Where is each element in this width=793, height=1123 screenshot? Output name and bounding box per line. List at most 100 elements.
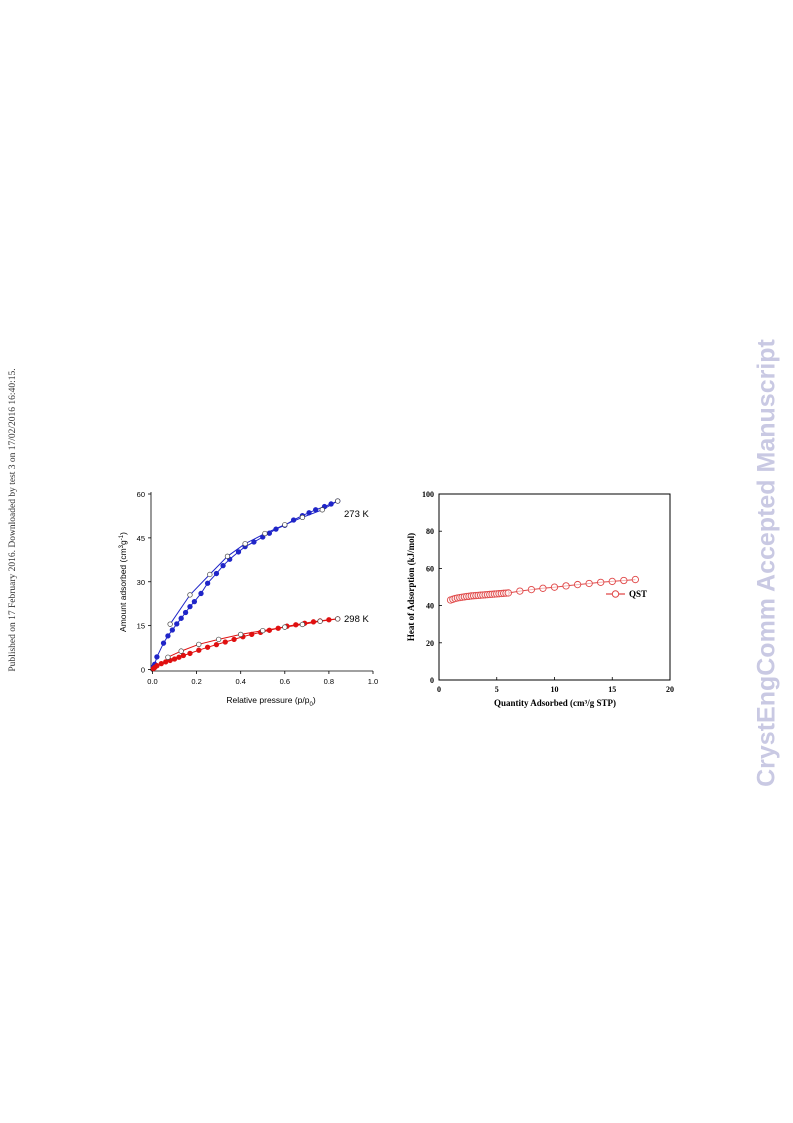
isotherm-data-point (215, 636, 222, 643)
heat-x-tick-label: 15 (608, 685, 616, 694)
heat-x-tick-label: 0 (437, 685, 441, 694)
isotherm-data-point (235, 549, 242, 555)
isotherm-y-axis-label: Amount adsorbed (cm3g-1) (118, 532, 128, 632)
isotherm-data-point (167, 621, 173, 627)
isotherm-data-point (282, 522, 288, 528)
isotherm-series-line (167, 618, 338, 658)
isotherm-data-point (282, 624, 288, 630)
isotherm-data-point (154, 654, 160, 660)
isotherm-series-298k-filled (150, 616, 341, 672)
isotherm-data-point (187, 603, 193, 610)
isotherm-data-point (178, 615, 184, 621)
heat-data-point (504, 589, 512, 597)
isotherm-x-tick-label: 1.0 (368, 677, 378, 686)
heat-of-adsorption-chart: 0 20 40 60 80 100 0 5 10 15 20 QST Quantity Adsor… (406, 490, 674, 708)
isotherm-data-point (335, 616, 341, 622)
isotherm-y-tick-label: 15 (137, 622, 145, 631)
heat-y-tick-label: 20 (426, 639, 434, 648)
isotherm-data-point (182, 609, 189, 616)
isotherm-data-point (207, 571, 213, 578)
heat-data-point (585, 579, 593, 588)
heat-y-tick-label: 60 (426, 564, 434, 573)
heat-y-tick-label: 0 (430, 676, 434, 685)
isotherm-data-point (299, 514, 306, 521)
isotherm-series-273k-filled (150, 498, 341, 670)
isotherm-x-tick-label: 0.8 (324, 677, 334, 686)
heat-y-tick-label: 100 (422, 490, 434, 499)
isotherm-data-point (174, 621, 180, 627)
isotherm-data-point (196, 647, 202, 653)
isotherm-annotation-298k: 298 K (344, 614, 369, 625)
isotherm-data-point (180, 652, 187, 659)
isotherm-data-point (165, 654, 171, 660)
isotherm-data-point (204, 580, 211, 586)
isotherm-x-axis-label: Relative pressure (p/p0) (226, 695, 316, 708)
isotherm-x-tick-label: 0.4 (235, 677, 245, 686)
isotherm-series-line (169, 500, 338, 625)
isotherm-data-point (222, 639, 228, 645)
isotherm-chart: 0 15 30 45 60 0.0 0.2 0.4 0.6 0.8 1.0 273 K 298 K… (118, 490, 378, 708)
isotherm-y-tick-label: 45 (137, 534, 145, 543)
isotherm-data-point (213, 641, 220, 648)
heat-x-tick-label: 10 (551, 685, 559, 694)
isotherm-series-273k-open (167, 498, 341, 627)
watermark-text: CrystEngComm Accepted Manuscript (752, 339, 781, 787)
heat-data-point (573, 580, 582, 589)
isotherm-data-point (260, 627, 266, 634)
isotherm-data-point (160, 640, 167, 646)
isotherm-data-point (176, 654, 182, 660)
heat-x-tick-label: 5 (495, 685, 499, 694)
isotherm-data-point (231, 636, 237, 643)
isotherm-data-point (169, 627, 175, 633)
isotherm-y-tick-label: 0 (141, 666, 145, 675)
heat-data-point (631, 575, 640, 584)
isotherm-data-point (165, 633, 171, 639)
heat-legend: QST (606, 589, 647, 599)
isotherm-data-point (204, 644, 211, 650)
isotherm-series-line (153, 618, 338, 669)
isotherm-data-point (224, 553, 231, 559)
publication-note-text: Published on 17 February 2016. Downloade… (8, 368, 18, 672)
heat-data-point (562, 582, 570, 590)
heat-y-tick-label: 40 (426, 602, 434, 611)
isotherm-data-point (220, 563, 226, 569)
heat-y-axis-label: Heat of Adsorption (kJ/mol) (406, 533, 416, 641)
isotherm-data-point (319, 507, 325, 513)
heat-data-point (516, 587, 524, 595)
heat-data-point (539, 584, 547, 592)
isotherm-data-point (171, 656, 178, 662)
isotherm-x-tick-label: 0.0 (147, 677, 157, 686)
isotherm-series-298k-open (165, 616, 341, 660)
isotherm-data-point (158, 660, 164, 667)
heat-y-tick-label: 80 (426, 527, 434, 536)
isotherm-data-point (242, 541, 248, 547)
isotherm-data-point (187, 650, 193, 657)
isotherm-y-tick-label: 30 (137, 578, 145, 587)
isotherm-axes (150, 492, 373, 672)
heat-x-tick-label: 20 (666, 685, 674, 694)
isotherm-data-point (213, 570, 220, 577)
isotherm-data-point (198, 590, 204, 597)
isotherm-x-tick-label: 0.2 (191, 677, 201, 686)
heat-data-point (608, 577, 616, 586)
isotherm-data-point (196, 641, 202, 647)
isotherm-data-point (187, 592, 193, 598)
isotherm-x-tick-label: 0.6 (280, 677, 290, 686)
isotherm-series-line (152, 500, 338, 668)
isotherm-data-point (317, 618, 323, 624)
isotherm-data-point (238, 631, 244, 638)
isotherm-data-point (262, 530, 268, 537)
heat-legend-label: QST (629, 589, 647, 599)
isotherm-y-tick-label: 60 (137, 490, 145, 499)
heat-data-point (550, 583, 559, 591)
isotherm-data-point (154, 663, 160, 669)
heat-data-point (527, 585, 536, 594)
heat-series-qst (446, 575, 640, 604)
isotherm-data-point (163, 659, 169, 665)
heat-x-axis-label: Quantity Adsorbed (cm³/g STP) (494, 698, 616, 708)
isotherm-data-point (178, 648, 184, 654)
isotherm-data-point (335, 498, 341, 504)
isotherm-data-point (191, 598, 198, 605)
isotherm-annotation-273k: 273 K (344, 509, 369, 520)
isotherm-data-point (299, 621, 306, 628)
